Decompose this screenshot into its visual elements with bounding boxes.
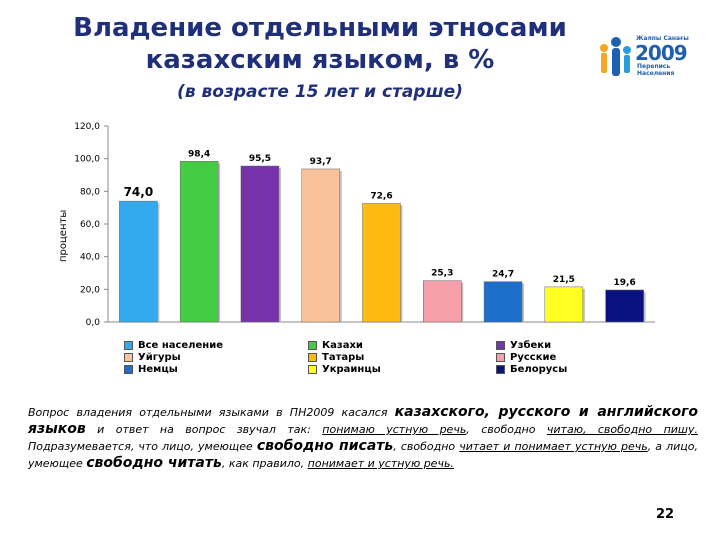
legend-swatch	[496, 352, 505, 362]
legend-label: Татары	[322, 352, 365, 363]
bar-6	[423, 280, 462, 323]
legend-item: Белорусы	[496, 364, 567, 376]
legend-item: Узбеки	[496, 340, 551, 352]
legend-swatch	[496, 364, 505, 374]
legend-item: Русские	[496, 352, 556, 364]
legend-item: Татары	[308, 352, 364, 364]
bar-1	[119, 200, 158, 323]
legend-label: Уйгуры	[138, 352, 181, 363]
chart-bars: 74,0 98,4 95,5 93,7 72,6 25,3 24,7 21,5 19,6	[119, 149, 646, 323]
bar-9	[605, 289, 644, 323]
legend-item: Немцы	[124, 364, 178, 376]
footnote-underlined: понимает и устную речь.	[307, 457, 454, 470]
legend-swatch	[124, 340, 133, 350]
footnote-text: Вопрос владения отдельными языками в ПН2…	[28, 404, 698, 472]
y-tick-label: 20,0	[80, 285, 100, 295]
bar-value-label: 74,0	[124, 185, 154, 199]
y-tick-label: 0,0	[86, 318, 101, 328]
logo-bottom-text: Перепись Населения	[637, 63, 675, 77]
y-tick-label: 40,0	[80, 253, 100, 263]
bar-3	[240, 165, 280, 323]
logo-year: 2009	[635, 41, 688, 65]
footnote-part: , свободно	[393, 440, 460, 453]
bar-value-label: 25,3	[431, 269, 453, 279]
legend-swatch	[308, 364, 317, 374]
chart-legend: Все население Казахи Узбеки Уйгуры Татары Рус…	[88, 338, 688, 378]
legend-item: Казахи	[308, 340, 363, 352]
y-tick-label: 120,0	[74, 122, 100, 132]
census-people-icon	[596, 34, 636, 80]
footnote-underlined: читает и понимает устную речь	[459, 440, 648, 453]
slide-title: Владение отдельными этносами казахским я…	[40, 12, 600, 104]
legend-label: Казахи	[322, 340, 363, 351]
bar-5	[362, 203, 401, 323]
footnote-underlined: читаю, свободно пишу.	[546, 423, 698, 436]
legend-label: Узбеки	[510, 340, 552, 351]
y-tick-label: 80,0	[80, 187, 100, 197]
footnote-part: , как правило,	[221, 457, 308, 470]
legend-item: Украинцы	[308, 364, 381, 376]
census-logo: Жалпы Санағы 2009 Перепись Населения	[596, 34, 689, 80]
bar-value-label: 24,7	[492, 270, 514, 280]
legend-label: Русские	[510, 352, 557, 363]
legend-label: Немцы	[138, 364, 178, 375]
footnote-part: , а лицо, умеющее	[28, 440, 698, 470]
legend-swatch	[124, 352, 133, 362]
bar-7	[483, 281, 523, 323]
legend-swatch	[124, 364, 133, 374]
bar-value-label: 19,6	[614, 278, 636, 288]
title-line-1: Владение отдельными этносами	[73, 13, 567, 43]
slide-subtitle: (в возрасте 15 лет и старше)	[177, 82, 463, 102]
footnote-emphasis: казахского, русского и английского языко…	[28, 404, 698, 437]
legend-swatch	[496, 340, 505, 350]
bar-4	[301, 168, 340, 323]
bar-value-label: 93,7	[310, 157, 332, 167]
footnote-part: , свободно	[466, 423, 547, 436]
footnote-part: и ответ на вопрос звучал так:	[85, 423, 323, 436]
bar-8	[544, 286, 584, 323]
legend-label: Все население	[138, 340, 223, 351]
y-axis-label: проценты	[58, 210, 69, 262]
legend-swatch	[308, 340, 317, 350]
bar-chart: 0,0 20,0 40,0 60,0 80,0 100,0 120,0 74,0 98,4 95…	[58, 122, 655, 328]
footnote-underlined: понимаю устную речь	[322, 423, 467, 436]
footnote-part: Подразумевается, что лицо, умеющее	[28, 440, 257, 453]
y-tick-label: 60,0	[80, 220, 100, 230]
bar-value-label: 21,5	[553, 275, 575, 285]
bar-value-label: 72,6	[370, 191, 392, 201]
title-line-2: казахским языком, в %	[145, 45, 495, 75]
legend-label: Украинцы	[322, 364, 381, 375]
legend-item: Уйгуры	[124, 352, 181, 364]
legend-swatch	[308, 352, 317, 362]
legend-item: Все население	[124, 340, 223, 352]
footnote-part: Вопрос владения отдельными языками в ПН2…	[28, 406, 395, 419]
footnote-emphasis: свободно писать	[256, 438, 394, 454]
bar-value-label: 95,5	[249, 154, 271, 164]
y-tick-label: 100,0	[74, 155, 100, 165]
logo-top-text: Жалпы Санағы	[636, 35, 689, 42]
bar-2	[179, 161, 219, 323]
footnote-emphasis: свободно читать	[86, 455, 222, 471]
legend-label: Белорусы	[510, 364, 568, 375]
bar-value-label: 98,4	[188, 149, 210, 159]
page-number: 22	[656, 507, 675, 522]
